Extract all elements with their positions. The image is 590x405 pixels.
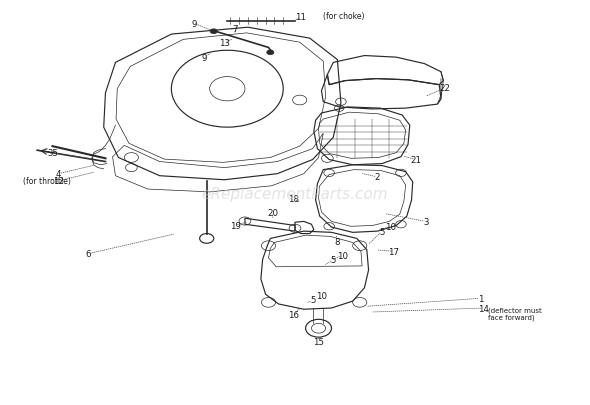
Text: 10: 10	[385, 222, 396, 231]
Text: 1: 1	[478, 294, 483, 303]
Text: 6: 6	[85, 249, 90, 259]
Circle shape	[210, 30, 217, 34]
Text: 3: 3	[423, 217, 428, 226]
Text: 11: 11	[296, 13, 306, 22]
Text: 12: 12	[53, 177, 64, 186]
Text: 21: 21	[410, 156, 421, 164]
Text: 14: 14	[478, 304, 489, 313]
Text: 2: 2	[375, 173, 380, 182]
Text: 19: 19	[230, 222, 240, 230]
Text: 35: 35	[47, 149, 58, 158]
Text: 5: 5	[330, 255, 336, 264]
Text: (deflector must
face forward): (deflector must face forward)	[488, 307, 542, 320]
Text: 8: 8	[335, 238, 340, 247]
Text: eReplacementParts.com: eReplacementParts.com	[202, 187, 388, 202]
Text: 7: 7	[232, 25, 238, 34]
Text: 17: 17	[388, 247, 399, 256]
Text: 5: 5	[379, 227, 385, 236]
Circle shape	[199, 234, 214, 244]
Text: (for choke): (for choke)	[323, 11, 365, 21]
Text: 18: 18	[289, 195, 299, 204]
Text: 15: 15	[313, 337, 324, 346]
Text: 5: 5	[310, 296, 316, 305]
Text: 4: 4	[55, 170, 61, 179]
Text: 22: 22	[440, 84, 451, 93]
Text: 13: 13	[219, 38, 230, 47]
Text: 20: 20	[267, 208, 278, 217]
Circle shape	[267, 51, 274, 55]
Text: (for throttle): (for throttle)	[23, 177, 71, 186]
Text: 10: 10	[336, 251, 348, 260]
Text: 16: 16	[289, 310, 299, 319]
Text: 9: 9	[191, 19, 196, 29]
Text: 9: 9	[201, 53, 206, 62]
Text: 10: 10	[316, 292, 327, 301]
